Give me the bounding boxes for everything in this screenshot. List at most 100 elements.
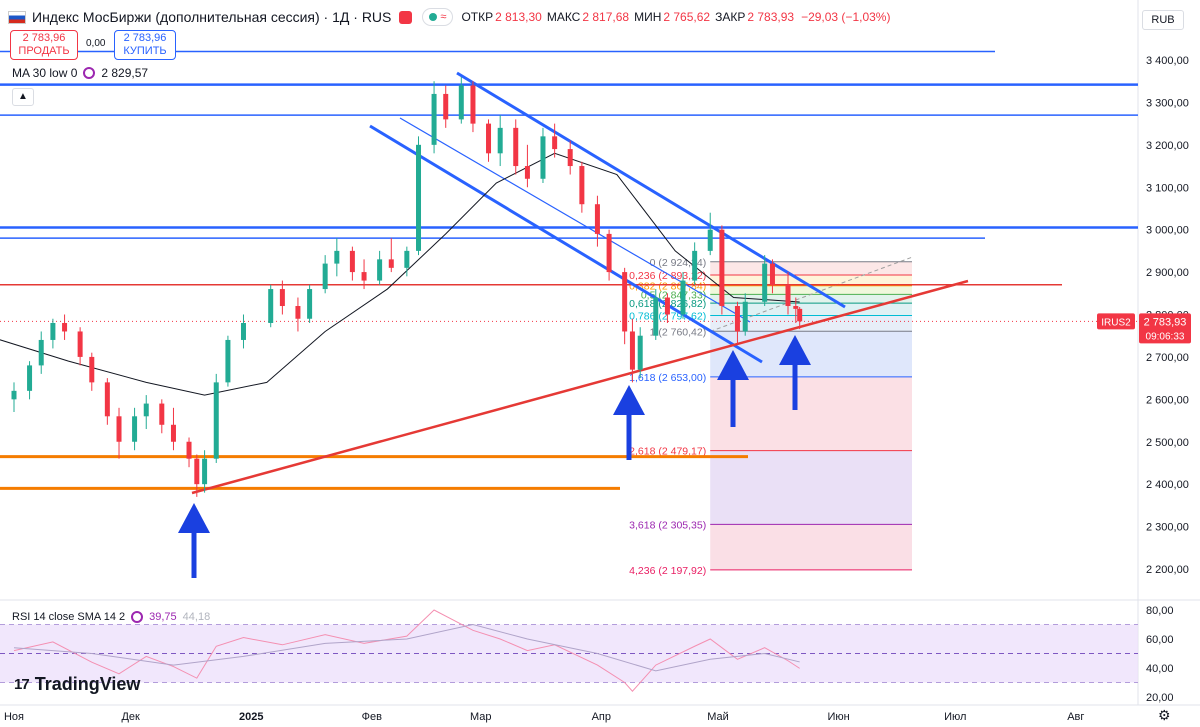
- ohlc-open: ОТКР 2 813,30: [461, 10, 542, 24]
- candle-body: [734, 306, 740, 332]
- candle-body: [307, 289, 313, 319]
- candle-body: [742, 301, 748, 332]
- candle-body: [116, 416, 122, 442]
- candle-body: [62, 322, 68, 332]
- fib-level-label: 3,618 (2 305,35): [629, 519, 706, 531]
- fib-level-label: 0,382 (2 867,84): [629, 281, 706, 293]
- candle-body: [497, 127, 503, 154]
- candle-body: [719, 229, 725, 307]
- candle-body: [388, 259, 394, 268]
- candle-body: [104, 382, 110, 417]
- fib-zone: [710, 294, 912, 304]
- candle-body: [629, 331, 635, 370]
- channel-upper-line: [456, 71, 846, 309]
- approx-glyph: ≈: [440, 11, 447, 23]
- candle-body: [470, 85, 476, 124]
- candle-body: [213, 382, 219, 459]
- fib-level-label: 0,236 (2 893,22): [629, 270, 706, 282]
- candle-body: [416, 144, 422, 251]
- price-change: −29,03 (−1,03%): [801, 10, 891, 24]
- candle-body: [194, 458, 200, 485]
- fib-zone: [710, 303, 912, 316]
- candle-body: [38, 339, 44, 366]
- candle-body: [797, 308, 803, 322]
- candle-body: [540, 136, 546, 179]
- chart-settings-gear-icon[interactable]: ⚙: [1158, 707, 1171, 723]
- price-tick-label: 2 200,00: [1146, 564, 1189, 576]
- candle-body: [89, 356, 95, 383]
- symbol-title[interactable]: Индекс МосБиржи (дополнительная сессия) …: [32, 9, 392, 25]
- candle-body: [159, 403, 165, 425]
- sell-button[interactable]: 2 783,96 ПРОДАТЬ: [10, 30, 78, 60]
- channel-lower-line: [369, 124, 763, 364]
- symbol-tag-text: IRUS2: [1101, 317, 1131, 328]
- fib-level-label: 1 (2 760,42): [650, 326, 707, 338]
- candle-body: [664, 297, 670, 315]
- fib-level-label: 2,618 (2 479,17): [629, 446, 706, 458]
- candle-body: [443, 93, 449, 120]
- fib-zone: [710, 450, 912, 525]
- symbol-header: Индекс МосБиржи (дополнительная сессия) …: [8, 6, 895, 28]
- candle-body: [579, 166, 585, 205]
- currency-selector[interactable]: RUB: [1142, 10, 1184, 30]
- fib-zone: [710, 274, 912, 286]
- arrow-up-icon-head: [717, 350, 749, 380]
- candle-body: [143, 403, 149, 417]
- candle-body: [11, 390, 17, 400]
- rsi-tick-label: 20,00: [1146, 692, 1174, 704]
- candle-body: [594, 204, 600, 234]
- candle-body: [279, 289, 285, 307]
- candle-body: [486, 123, 492, 154]
- candle-body: [77, 331, 83, 357]
- price-tick-label: 2 300,00: [1146, 522, 1189, 534]
- candle-body: [567, 149, 573, 167]
- logo-text: TradingView: [34, 674, 141, 694]
- rsi-settings-icon[interactable]: [131, 611, 144, 623]
- fib-level-label: 4,236 (2 197,92): [629, 565, 706, 577]
- candle-body: [513, 127, 519, 167]
- candle-body: [349, 250, 355, 273]
- candle-body: [524, 166, 530, 179]
- market-status-pill[interactable]: ≈: [422, 8, 454, 26]
- buy-label: КУПИТЬ: [123, 45, 167, 57]
- candle-body: [404, 250, 410, 268]
- price-tick-label: 3 400,00: [1146, 55, 1189, 67]
- arrow-up-icon-head: [178, 503, 210, 533]
- price-tick-label: 2 900,00: [1146, 267, 1189, 279]
- rsi-label: RSI 14 close SMA 14 2: [12, 611, 126, 623]
- ma-label: MA 30 low 0: [12, 66, 78, 80]
- price-tick-label: 2 400,00: [1146, 479, 1189, 491]
- tradingview-mark-icon: 17: [14, 676, 30, 693]
- candle-body: [793, 306, 799, 309]
- candle-body: [27, 365, 33, 391]
- candle-body: [762, 263, 768, 302]
- rsi-sma-value: 44,18: [182, 611, 211, 623]
- rsi-indicator-legend[interactable]: RSI 14 close SMA 14 2 39,75 44,18: [12, 611, 210, 623]
- sell-label: ПРОДАТЬ: [18, 45, 70, 57]
- ohlc-close: ЗАКР 2 783,93: [715, 10, 795, 24]
- candle-body: [707, 229, 713, 251]
- rsi-sma-line: [13, 623, 800, 672]
- arrow-up-icon-head: [779, 335, 811, 365]
- collapse-legend-button[interactable]: ▲: [12, 88, 34, 106]
- candle-body: [637, 335, 643, 370]
- symbol-tag-bg: [1097, 313, 1135, 330]
- indicator-settings-icon[interactable]: [83, 67, 96, 79]
- alert-square-icon[interactable]: [399, 10, 413, 24]
- candle-body: [606, 233, 612, 273]
- fib-zone: [710, 285, 912, 295]
- buy-button[interactable]: 2 783,96 КУПИТЬ: [114, 30, 176, 60]
- price-tag-time: 09:06:33: [1146, 331, 1185, 342]
- time-tick-label: Июл: [944, 711, 966, 723]
- price-tick-label: 3 100,00: [1146, 182, 1189, 194]
- candle-body: [202, 458, 208, 485]
- candle-body: [322, 263, 328, 290]
- candle-body: [377, 259, 383, 281]
- ma-indicator-legend[interactable]: MA 30 low 0 2 829,57: [12, 66, 148, 80]
- candle-body: [268, 289, 274, 323]
- candle-body: [653, 297, 659, 336]
- candle-body: [240, 322, 246, 340]
- time-tick-label: Дек: [121, 711, 140, 723]
